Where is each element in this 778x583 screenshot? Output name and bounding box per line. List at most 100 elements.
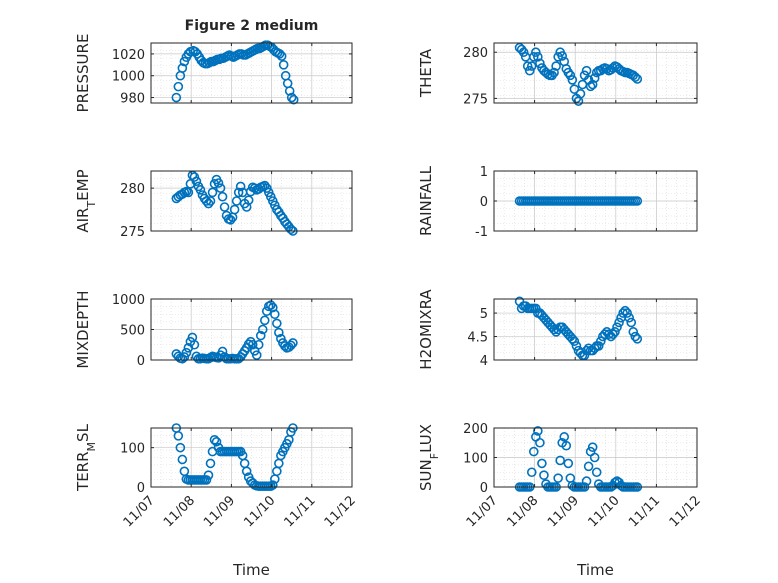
y-tick-label: 1000 [112, 70, 145, 85]
data-point [630, 72, 641, 82]
data-point [569, 336, 580, 347]
data-point [522, 61, 533, 71]
data-point [535, 437, 545, 448]
data-point [217, 191, 228, 202]
axes-box [150, 42, 353, 104]
data-point [518, 47, 529, 58]
data-point [203, 198, 214, 209]
x-tick-label: 11/08 [161, 493, 198, 530]
data-point [177, 63, 188, 73]
data-point [604, 329, 614, 339]
x-tick-label: 11/09 [545, 493, 582, 530]
data-point [537, 458, 547, 469]
data-point [270, 309, 280, 320]
x-tick-label: 11/07 [464, 493, 501, 530]
data-point [268, 480, 278, 490]
data-point [235, 181, 246, 192]
data-point [205, 196, 216, 206]
data-point [622, 308, 632, 318]
data-point [618, 308, 628, 318]
data-point [589, 73, 600, 83]
data-point [181, 347, 192, 358]
data-point [587, 79, 598, 90]
y-tick-label: 0 [137, 481, 145, 496]
data-point [243, 339, 254, 349]
y-tick-label: 1020 [112, 48, 145, 63]
data-point [191, 176, 202, 187]
subplot-7: 0 100 11/07 11/08 11/09 11/10 11/11 11/12 TERRMS… [74, 423, 359, 579]
data-point [225, 215, 236, 225]
data-point [173, 81, 184, 92]
data-point [274, 49, 285, 59]
y-tick-label: 0 [480, 195, 488, 210]
data-point [268, 302, 278, 313]
subplot-8: 0 100 200 11/07 11/08 11/09 11/10 11/11 11/12 SUN… [417, 422, 704, 579]
data-point [632, 196, 643, 206]
data-point [286, 92, 297, 103]
subplot-5: 0 500 1000 MIXDEPTH [74, 290, 353, 369]
x-axis-label: Time [576, 561, 614, 579]
data-point [608, 63, 618, 73]
axes-box [493, 42, 698, 104]
y-tick-label: 275 [463, 92, 488, 107]
x-tick-label: 11/12 [322, 493, 359, 530]
data-point [630, 331, 641, 342]
subplot-6: 4 4.5 5 H2OMIXRA [417, 289, 698, 370]
data-point [171, 92, 182, 103]
axes-box [493, 298, 698, 361]
data-point [229, 204, 240, 215]
series-markers [514, 42, 643, 106]
data-point [280, 341, 290, 351]
data-point [535, 58, 545, 69]
data-point [553, 52, 563, 62]
data-point [531, 47, 541, 58]
data-point [278, 60, 289, 70]
data-point [593, 341, 604, 351]
data-point [539, 470, 549, 481]
data-point [581, 476, 592, 486]
data-point [183, 187, 194, 198]
x-tick-label: 11/10 [241, 493, 278, 530]
x-tick-label: 11/11 [282, 493, 319, 530]
data-point [624, 312, 634, 323]
data-point [559, 432, 570, 442]
data-point [215, 183, 226, 193]
data-point [632, 334, 643, 344]
y-tick-label: 100 [463, 452, 488, 467]
data-point [265, 300, 276, 310]
data-point [233, 187, 244, 198]
series-markers [171, 300, 298, 364]
y-axis-label: SUNFLUX [417, 424, 441, 491]
data-point [583, 461, 594, 472]
y-tick-label: 0 [137, 354, 145, 369]
data-point [286, 340, 296, 351]
x-tick-label: 11/12 [667, 493, 704, 530]
data-point [211, 436, 222, 447]
subplot-2: 275 280 THETA [417, 42, 698, 107]
data-point [272, 318, 282, 329]
data-point [528, 52, 539, 62]
data-point [276, 51, 287, 61]
data-point [253, 339, 264, 350]
data-point [589, 452, 600, 463]
y-tick-label: 280 [120, 182, 145, 197]
data-point [528, 446, 539, 457]
data-point [567, 75, 578, 85]
data-point [553, 473, 563, 483]
y-axis-label: PRESSURE [74, 34, 92, 113]
subplot-4: -1 0 1 RAINFALL [417, 165, 698, 240]
data-point [626, 317, 637, 328]
data-point [259, 315, 270, 326]
minor-grid [150, 171, 353, 231]
data-point [575, 88, 586, 99]
data-point [610, 327, 620, 337]
data-point [257, 324, 268, 335]
y-tick-label: -1 [475, 225, 488, 240]
y-axis-label: AIRTEMP [74, 169, 98, 232]
data-point [579, 350, 590, 361]
data-point [549, 67, 559, 78]
x-tick-label: 11/07 [121, 493, 158, 530]
data-point [555, 455, 565, 466]
axes-box [150, 170, 353, 232]
